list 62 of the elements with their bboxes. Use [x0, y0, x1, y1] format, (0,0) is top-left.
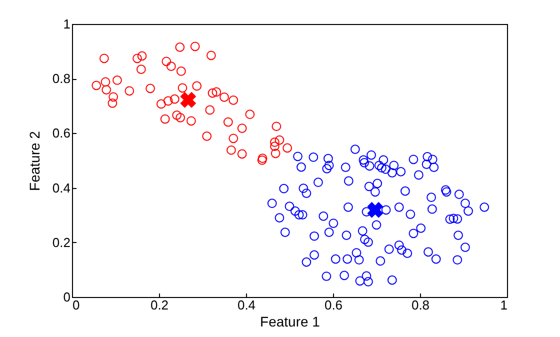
point	[205, 105, 215, 115]
point	[102, 85, 112, 94]
y-axis-title: Feature 2	[26, 130, 42, 191]
point	[137, 51, 147, 61]
y-tick-label: 0.8	[52, 71, 70, 86]
point	[160, 114, 170, 124]
point	[282, 143, 292, 153]
point	[92, 80, 102, 90]
y-tick-label: 0.4	[52, 180, 70, 196]
point	[367, 202, 384, 218]
point	[166, 62, 176, 71]
point	[175, 42, 185, 52]
point	[146, 84, 155, 94]
point	[206, 50, 216, 60]
point	[136, 64, 146, 74]
point	[270, 142, 280, 151]
point	[228, 95, 238, 105]
y-tick-label: 1	[63, 16, 70, 32]
point	[192, 81, 202, 91]
x-tick-label: 0.4	[237, 298, 256, 312]
point	[245, 110, 255, 120]
x-tick-label: 0.6	[324, 298, 343, 312]
point	[212, 87, 222, 97]
point	[180, 92, 196, 108]
x-tick-label: 0	[72, 298, 80, 312]
y-tick-label: 0.6	[52, 126, 70, 141]
point	[226, 145, 236, 155]
point	[100, 54, 109, 64]
point	[258, 154, 268, 163]
point	[156, 99, 166, 109]
x-tick-label: 0.8	[411, 298, 430, 312]
point	[228, 134, 238, 144]
x-tick-label: 1	[500, 298, 508, 312]
y-tick-label: 0.2	[52, 234, 70, 250]
point	[172, 110, 182, 120]
point	[108, 98, 118, 108]
point	[124, 86, 134, 96]
point	[237, 124, 247, 133]
point	[162, 56, 172, 66]
point	[270, 148, 280, 158]
x-tick-label: 0.2	[150, 298, 169, 312]
point	[223, 117, 233, 127]
point	[176, 112, 185, 122]
point	[270, 138, 280, 147]
point	[190, 42, 200, 52]
point	[100, 77, 110, 87]
point	[132, 54, 142, 64]
point	[176, 66, 186, 76]
point	[272, 122, 282, 132]
point	[178, 83, 188, 93]
x-axis-title: Feature 1	[260, 314, 320, 330]
point	[237, 149, 247, 159]
point	[202, 132, 212, 141]
point	[208, 88, 218, 98]
point	[274, 135, 284, 145]
point	[186, 116, 196, 126]
point	[108, 92, 118, 102]
point	[170, 94, 180, 104]
point	[257, 156, 267, 165]
point	[112, 76, 122, 85]
point	[163, 96, 173, 106]
point	[220, 92, 229, 102]
